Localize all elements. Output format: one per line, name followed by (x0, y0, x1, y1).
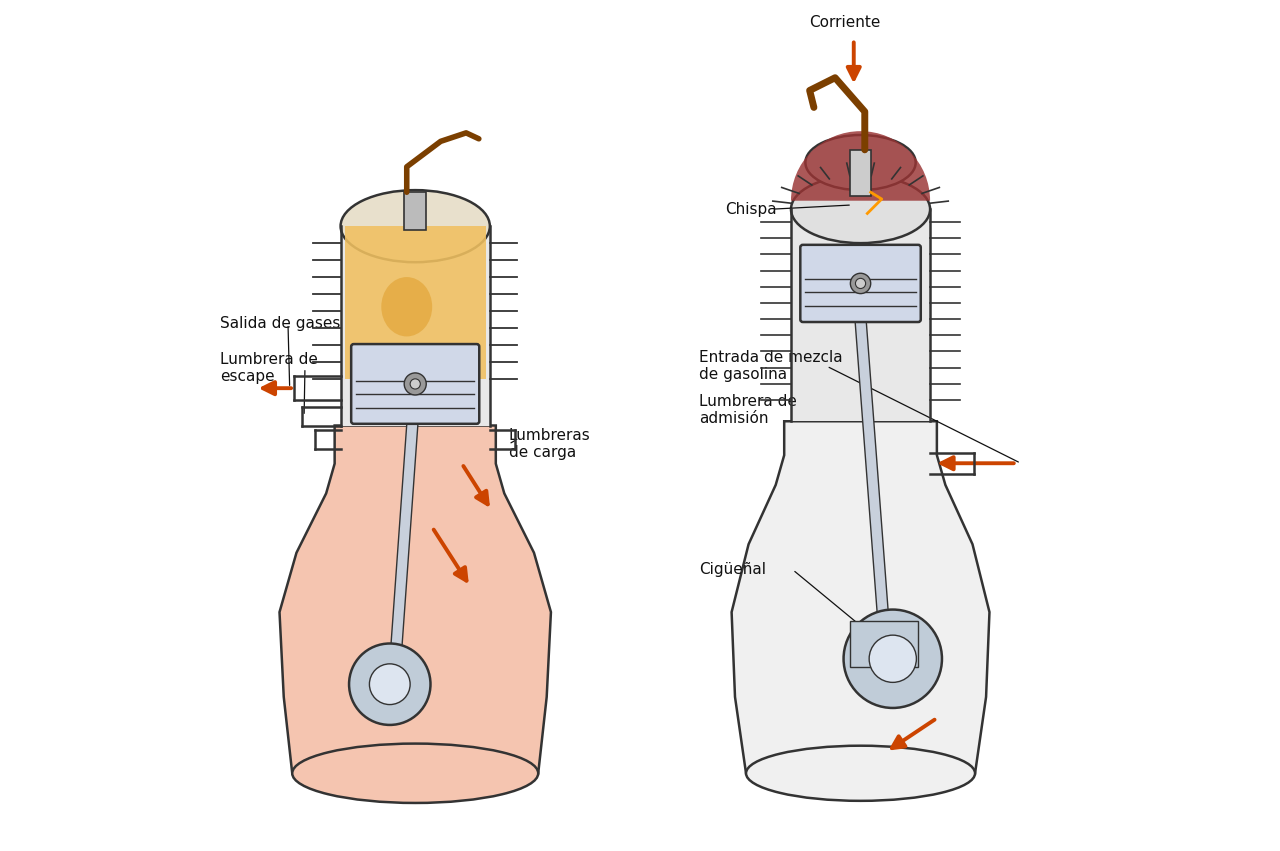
Ellipse shape (746, 745, 975, 801)
Circle shape (844, 609, 942, 708)
Polygon shape (732, 421, 989, 774)
Ellipse shape (340, 190, 490, 262)
Polygon shape (340, 226, 490, 426)
Text: Cigüeñal: Cigüeñal (699, 563, 767, 577)
Circle shape (410, 379, 420, 389)
Circle shape (855, 278, 865, 288)
FancyBboxPatch shape (351, 344, 479, 424)
Text: admisión: admisión (699, 411, 769, 426)
Polygon shape (279, 426, 550, 774)
Bar (404, 192, 426, 231)
Text: escape: escape (220, 368, 275, 384)
Polygon shape (344, 226, 485, 379)
Ellipse shape (791, 175, 931, 243)
Text: Entrada de mezcla: Entrada de mezcla (699, 350, 844, 365)
Circle shape (349, 643, 430, 725)
Circle shape (404, 373, 426, 395)
Text: de carga: de carga (508, 445, 576, 460)
FancyBboxPatch shape (800, 245, 920, 322)
Ellipse shape (381, 277, 433, 336)
Circle shape (850, 273, 870, 294)
Text: de gasolina: de gasolina (699, 367, 787, 382)
Text: Chispa: Chispa (724, 202, 777, 217)
Text: Lumbreras: Lumbreras (508, 428, 590, 443)
Bar (850, 150, 870, 197)
Circle shape (869, 635, 916, 683)
Text: Salida de gases: Salida de gases (220, 317, 340, 331)
Text: Lumbrera de: Lumbrera de (220, 351, 317, 367)
Wedge shape (791, 131, 931, 201)
Polygon shape (791, 209, 931, 421)
Circle shape (370, 664, 410, 705)
Text: Corriente: Corriente (809, 15, 881, 30)
Ellipse shape (805, 135, 915, 190)
Polygon shape (850, 620, 918, 667)
Text: Lumbrera de: Lumbrera de (699, 394, 797, 409)
Ellipse shape (292, 744, 538, 803)
